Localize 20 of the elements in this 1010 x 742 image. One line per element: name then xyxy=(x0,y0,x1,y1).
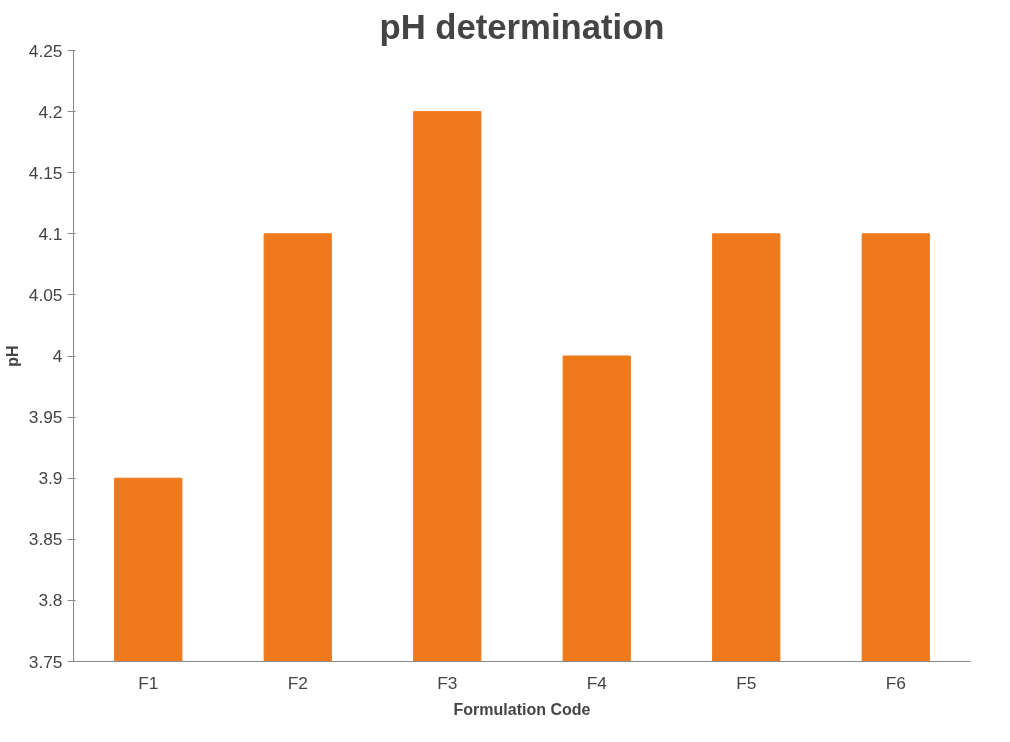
x-tick-label: F3 xyxy=(437,672,458,693)
x-tick-label: F6 xyxy=(885,672,906,693)
y-tick-label: 3.85 xyxy=(28,529,63,550)
x-axis-title: Formulation Code xyxy=(453,700,591,718)
x-tick-label: F5 xyxy=(736,672,757,693)
y-tick-label: 4.25 xyxy=(28,40,63,61)
chart-title: pH determination xyxy=(379,7,665,46)
y-tick-label: 4 xyxy=(52,346,63,366)
y-tick-label: 3.95 xyxy=(28,407,63,428)
y-tick-label: 4.05 xyxy=(28,284,63,305)
y-tick-label: 4.2 xyxy=(38,101,63,122)
y-tick-label: 3.9 xyxy=(38,468,63,489)
y-axis-title: pH xyxy=(3,345,21,367)
x-tick-label: F4 xyxy=(586,672,608,693)
y-tick-label: 4.15 xyxy=(28,162,63,183)
x-tick-label: F1 xyxy=(138,672,159,693)
y-tick-label: 3.75 xyxy=(28,651,63,672)
y-tick-label: 3.8 xyxy=(38,590,63,611)
y-tick-label: 4.1 xyxy=(38,223,63,244)
x-tick-label: F2 xyxy=(287,672,308,693)
